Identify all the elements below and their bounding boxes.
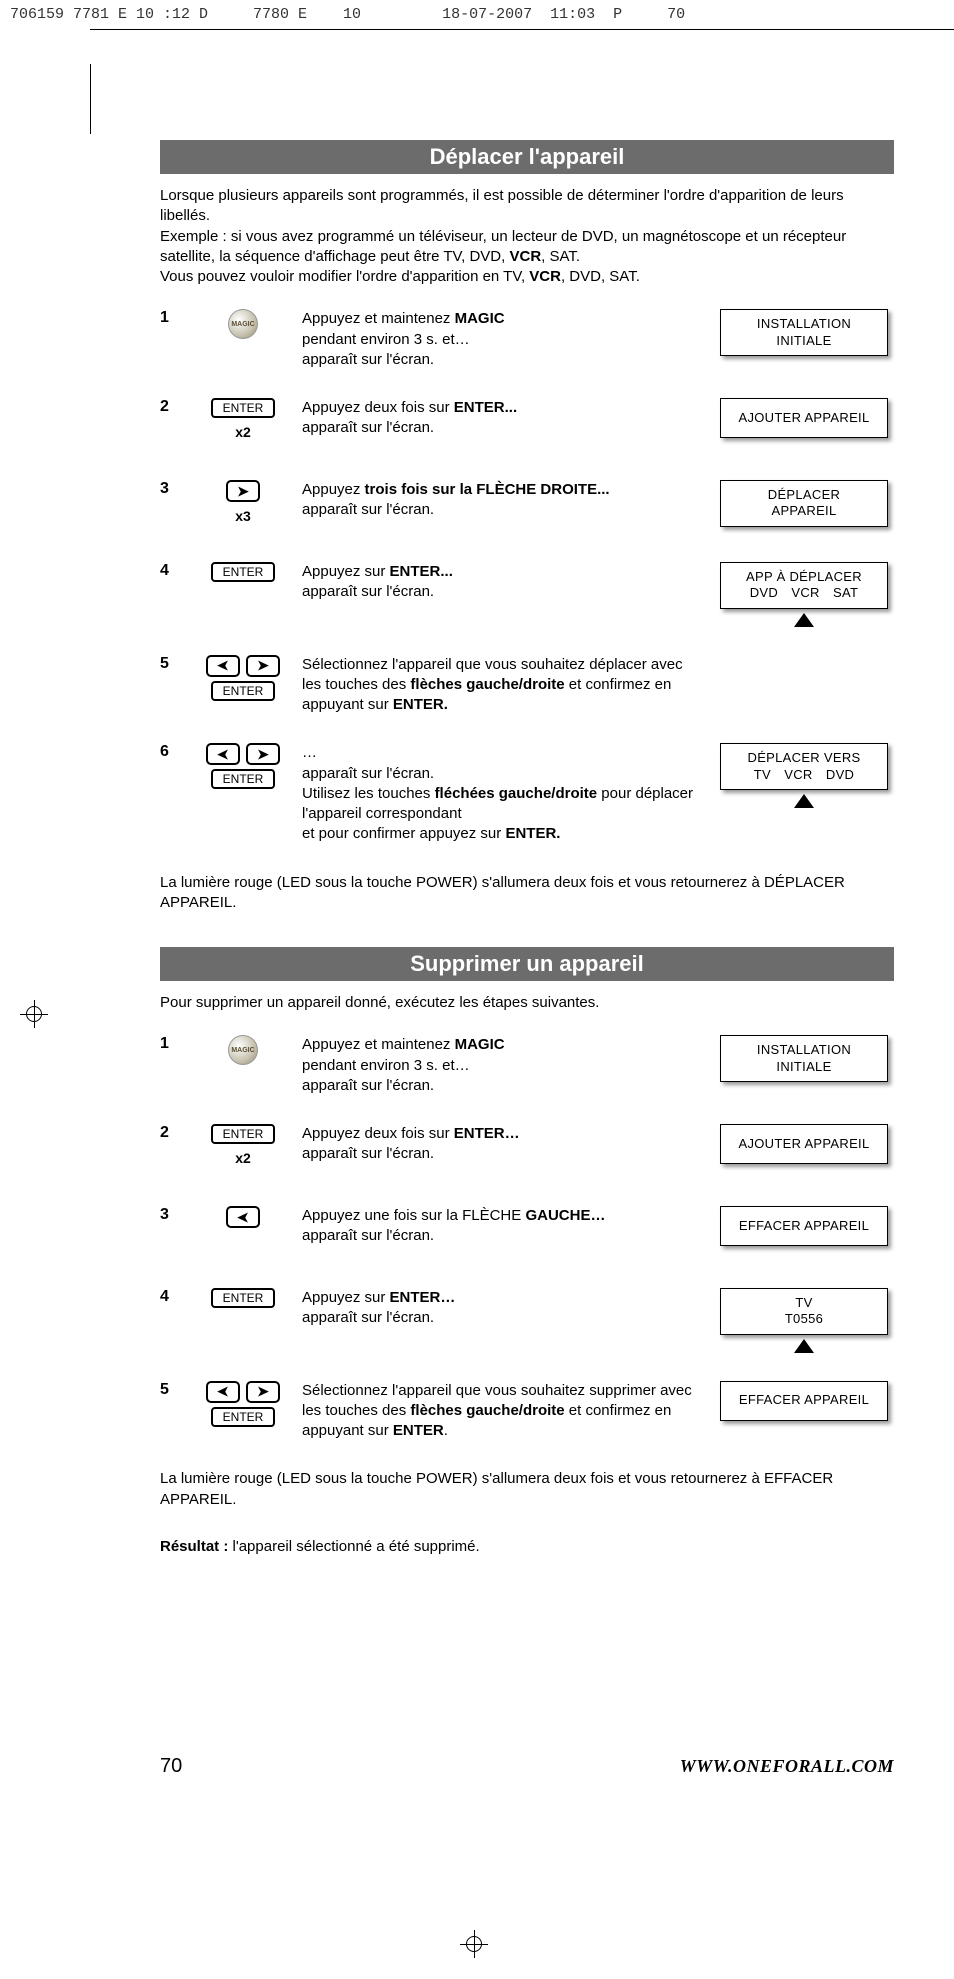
- repeat-label: x2: [235, 424, 251, 440]
- step-icons: ENTER x2: [184, 398, 302, 440]
- arrow-right-icon: ➤: [246, 1381, 280, 1403]
- instruction-step: 5 ➤ ➤ ENTER Sélectionnez l'appareil que …: [160, 655, 894, 716]
- arrow-right-icon: ➤: [246, 655, 280, 677]
- arrow-right-icon: ➤: [246, 743, 280, 765]
- lcd-display: EFFACER APPAREIL: [720, 1381, 888, 1421]
- page-number: 70: [160, 1755, 182, 1778]
- repeat-label: x3: [235, 508, 251, 524]
- step-text: Sélectionnez l'appareil que vous souhait…: [302, 655, 714, 716]
- step-icons: ➤ ➤ ENTER: [184, 655, 302, 701]
- pointer-up-icon: [794, 613, 814, 627]
- lcd-display: TVT0556: [720, 1288, 888, 1335]
- lcd-display: AJOUTER APPAREIL: [720, 398, 888, 438]
- instruction-step: 6 ➤ ➤ ENTER …apparaît sur l'écran.Utilis…: [160, 743, 894, 844]
- section1-steps: 1 MAGIC Appuyez et maintenez MAGICpendan…: [160, 309, 894, 844]
- lcd-display: APP À DÉPLACERDVD VCR SAT: [720, 562, 888, 609]
- step-number: 1: [160, 309, 184, 327]
- section2-note: La lumière rouge (LED sous la touche POW…: [160, 1469, 894, 1510]
- instruction-step: 5 ➤ ➤ ENTER Sélectionnez l'appareil que …: [160, 1381, 894, 1442]
- step-number: 2: [160, 398, 184, 416]
- step-number: 3: [160, 1206, 184, 1224]
- enter-key-icon: ENTER: [211, 398, 276, 418]
- crop-header: 706159 7781 E 10 :12 D 7780 E 10 18-07-2…: [0, 0, 954, 29]
- enter-key-icon: ENTER: [211, 1124, 276, 1144]
- step-number: 3: [160, 480, 184, 498]
- magic-button-icon: MAGIC: [228, 1035, 258, 1065]
- step-icons: MAGIC: [184, 309, 302, 339]
- lcd-display: INSTALLATIONINITIALE: [720, 1035, 888, 1082]
- lcd-display: DÉPLACER VERSTV VCR DVD: [720, 743, 888, 790]
- step-icons: ➤ x3: [184, 480, 302, 524]
- enter-key-icon: ENTER: [211, 1407, 276, 1427]
- step-text: Appuyez deux fois sur ENTER…apparaît sur…: [302, 1124, 714, 1165]
- enter-key-icon: ENTER: [211, 1288, 276, 1308]
- step-icons: ➤: [184, 1206, 302, 1228]
- section2-intro: Pour supprimer un appareil donné, exécut…: [160, 993, 894, 1013]
- enter-key-icon: ENTER: [211, 769, 276, 789]
- section2-steps: 1 MAGIC Appuyez et maintenez MAGICpendan…: [160, 1035, 894, 1441]
- lcd-display: INSTALLATIONINITIALE: [720, 309, 888, 356]
- instruction-step: 1 MAGIC Appuyez et maintenez MAGICpendan…: [160, 309, 894, 370]
- instruction-step: 3 ➤ Appuyez une fois sur la FLÈCHE GAUCH…: [160, 1206, 894, 1260]
- arrow-left-icon: ➤: [226, 1206, 260, 1228]
- step-text: …apparaît sur l'écran.Utilisez les touch…: [302, 743, 714, 844]
- step-number: 4: [160, 562, 184, 580]
- instruction-step: 2 ENTER x2 Appuyez deux fois sur ENTER...…: [160, 398, 894, 452]
- enter-key-icon: ENTER: [211, 562, 276, 582]
- step-number: 5: [160, 655, 184, 673]
- repeat-label: x2: [235, 1150, 251, 1166]
- instruction-step: 3 ➤ x3 Appuyez trois fois sur la FLÈCHE D…: [160, 480, 894, 534]
- step-number: 4: [160, 1288, 184, 1306]
- pointer-up-icon: [794, 1339, 814, 1353]
- step-icons: ➤ ➤ ENTER: [184, 743, 302, 789]
- step-text: Appuyez sur ENTER...apparaît sur l'écran…: [302, 562, 714, 603]
- instruction-step: 4 ENTER Appuyez sur ENTER...apparaît sur…: [160, 562, 894, 627]
- pointer-up-icon: [794, 794, 814, 808]
- step-icons: ➤ ➤ ENTER: [184, 1381, 302, 1427]
- step-text: Appuyez et maintenez MAGICpendant enviro…: [302, 309, 714, 370]
- step-number: 6: [160, 743, 184, 761]
- step-text: Appuyez et maintenez MAGICpendant enviro…: [302, 1035, 714, 1096]
- instruction-step: 1 MAGIC Appuyez et maintenez MAGICpendan…: [160, 1035, 894, 1096]
- arrow-left-icon: ➤: [206, 1381, 240, 1403]
- step-text: Appuyez sur ENTER…apparaît sur l'écran.: [302, 1288, 714, 1329]
- section-title-move: Déplacer l'appareil: [160, 140, 894, 174]
- section2-result: Résultat : l'appareil sélectionné a été …: [160, 1538, 894, 1555]
- arrow-right-icon: ➤: [226, 480, 260, 502]
- instruction-step: 2 ENTER x2 Appuyez deux fois sur ENTER…ap…: [160, 1124, 894, 1178]
- step-icons: ENTER: [184, 1288, 302, 1308]
- step-text: Appuyez une fois sur la FLÈCHE GAUCHE…ap…: [302, 1206, 714, 1247]
- lcd-display: DÉPLACERAPPAREIL: [720, 480, 888, 527]
- step-text: Appuyez deux fois sur ENTER...apparaît s…: [302, 398, 714, 439]
- section-title-delete: Supprimer un appareil: [160, 947, 894, 981]
- step-icons: MAGIC: [184, 1035, 302, 1065]
- step-text: Sélectionnez l'appareil que vous souhait…: [302, 1381, 714, 1442]
- arrow-left-icon: ➤: [206, 655, 240, 677]
- step-text: Appuyez trois fois sur la FLÈCHE DROITE.…: [302, 480, 714, 521]
- lcd-display: EFFACER APPAREIL: [720, 1206, 888, 1246]
- section1-note: La lumière rouge (LED sous la touche POW…: [160, 873, 894, 914]
- step-number: 1: [160, 1035, 184, 1053]
- magic-button-icon: MAGIC: [228, 309, 258, 339]
- step-number: 5: [160, 1381, 184, 1399]
- step-icons: ENTER: [184, 562, 302, 582]
- step-icons: ENTER x2: [184, 1124, 302, 1166]
- registration-mark-bottom: [460, 1930, 488, 1958]
- arrow-left-icon: ➤: [206, 743, 240, 765]
- enter-key-icon: ENTER: [211, 681, 276, 701]
- section1-intro: Lorsque plusieurs appareils sont program…: [160, 186, 894, 287]
- lcd-display: AJOUTER APPAREIL: [720, 1124, 888, 1164]
- step-number: 2: [160, 1124, 184, 1142]
- footer-url: WWW.ONEFORALL.COM: [680, 1756, 894, 1777]
- instruction-step: 4 ENTER Appuyez sur ENTER…apparaît sur l…: [160, 1288, 894, 1353]
